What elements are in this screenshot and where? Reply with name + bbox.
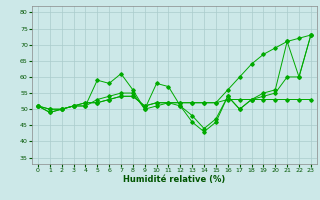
X-axis label: Humidité relative (%): Humidité relative (%) — [123, 175, 226, 184]
